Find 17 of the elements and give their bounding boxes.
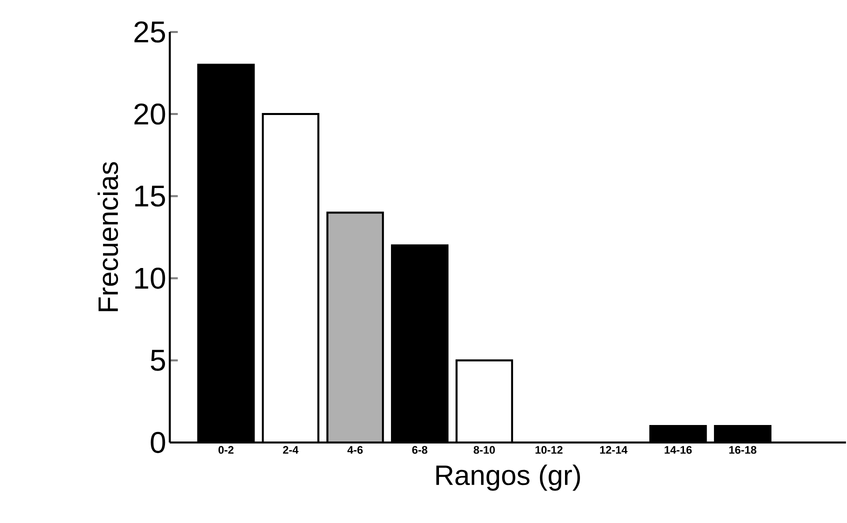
x-tick-label: 16-18 (729, 446, 756, 454)
x-axis-title: Rangos (gr) (436, 464, 580, 491)
y-tick-label: 5 (150, 350, 166, 371)
x-tick-label: 10-12 (536, 446, 563, 454)
y-tick-label: 20 (134, 103, 166, 124)
x-tick-label: 4-6 (347, 446, 363, 454)
x-tick-label: 0-2 (218, 446, 234, 454)
y-tick-label: 25 (134, 21, 166, 42)
x-tick-label: 6-8 (412, 446, 428, 454)
x-tick-label: 14-16 (664, 446, 692, 454)
x-tick-label: 12-14 (600, 446, 628, 454)
x-tick-label: 8-10 (474, 446, 495, 454)
y-tick-label: 15 (135, 186, 166, 206)
y-axis-title: Frecuencias (98, 162, 118, 311)
y-tick-label: 10 (135, 267, 166, 289)
x-tick-label: 2-4 (283, 446, 298, 454)
y-tick-label: 0 (150, 432, 166, 453)
